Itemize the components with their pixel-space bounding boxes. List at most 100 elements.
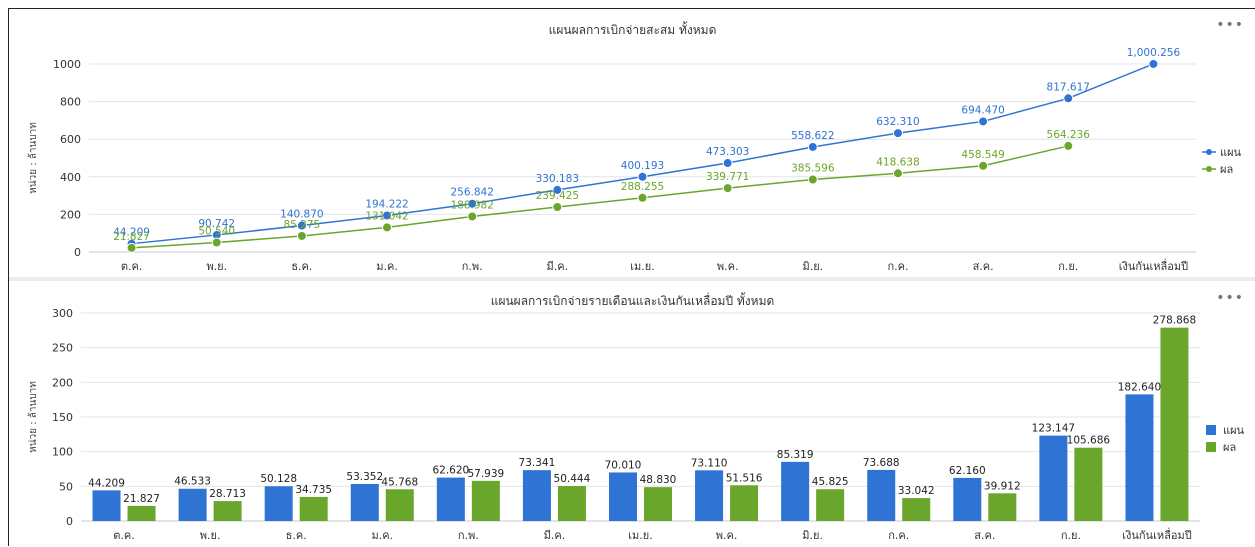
series-1-data-label: 239.425	[536, 190, 579, 202]
series-1-data-label: 564.236	[1047, 129, 1091, 141]
line-x-tick-label: ธ.ค.	[291, 260, 312, 273]
series-1-bar	[730, 485, 759, 521]
series-1-bar-label: 50.444	[554, 473, 591, 485]
series-0-point	[637, 171, 648, 182]
line-x-tick-label: มิ.ย.	[802, 260, 823, 273]
bar-x-tick-label: ต.ค.	[113, 529, 135, 542]
series-0-bar-label: 46.533	[174, 476, 211, 488]
series-0-bar	[609, 472, 637, 521]
line-legend-label: แผน	[1220, 146, 1242, 159]
bar-y-tick-label: 150	[52, 411, 73, 424]
line-y-tick-label: 1000	[53, 58, 81, 71]
series-1-point	[467, 211, 478, 222]
series-0-bar-label: 73.341	[519, 457, 556, 469]
monthly-chart-title: แผนผลการเบิกจ่ายรายเดือนและเงินกันเหลื่อ…	[490, 294, 775, 308]
series-0-bar	[92, 490, 121, 521]
series-0-data-label: 194.222	[365, 198, 408, 210]
line-x-tick-label: พ.ย.	[206, 260, 227, 273]
series-0-bar-label: 62.620	[432, 465, 469, 477]
series-0-bar	[1125, 394, 1154, 521]
series-0-data-label: 90.742	[198, 218, 235, 230]
bar-legend-swatch	[1206, 425, 1216, 435]
bar-x-tick-label: พ.ย.	[200, 529, 221, 542]
series-0-data-label: 817.617	[1047, 81, 1090, 93]
line-y-tick-label: 0	[74, 246, 81, 259]
series-1-bar	[644, 487, 672, 521]
bar-x-tick-label: ม.ค.	[371, 529, 393, 542]
series-0-point	[296, 220, 307, 231]
cumulative-chart-title: แผนผลการเบิกจ่ายสะสม ทั้งหมด	[548, 23, 717, 37]
series-0-point	[1063, 93, 1074, 104]
bar-x-tick-label: เงินกันเหลื่อมปี	[1122, 527, 1191, 542]
line-x-tick-label: ส.ค.	[973, 260, 994, 273]
bar-x-tick-label: มิ.ย.	[802, 529, 823, 542]
series-1-bar	[902, 498, 931, 521]
series-0-bar	[178, 488, 207, 521]
series-1-data-label: 85.275	[284, 219, 321, 231]
series-1-bar-label: 33.042	[898, 485, 935, 497]
series-1-bar-label: 45.768	[381, 476, 418, 488]
series-0-bar-label: 53.352	[346, 471, 383, 483]
series-0-data-label: 1,000.256	[1127, 47, 1181, 59]
line-x-tick-label: เม.ย.	[630, 260, 654, 273]
series-1-bar-label: 34.735	[295, 484, 332, 496]
series-0-bar-label: 73.110	[691, 457, 728, 469]
bar-y-tick-label: 200	[52, 376, 73, 389]
series-0-bar	[522, 470, 551, 521]
line-x-tick-label: พ.ค.	[717, 260, 739, 273]
line-x-tick-label: ต.ค.	[121, 260, 143, 273]
series-1-point	[978, 160, 989, 171]
line-y-tick-label: 600	[60, 133, 81, 146]
line-y-tick-label: 800	[60, 96, 81, 109]
series-1-bar	[816, 489, 845, 521]
series-0-point	[892, 128, 903, 139]
series-0-bar-label: 70.010	[605, 459, 642, 471]
series-1-data-label: 458.549	[961, 149, 1004, 161]
series-0-bar	[436, 477, 465, 521]
bar-y-tick-label: 50	[59, 480, 73, 493]
cumulative-chart-panel: แผนผลการเบิกจ่ายสะสม ทั้งหมด ••• 0 200 400…	[9, 9, 1255, 274]
series-0-bar	[781, 461, 810, 521]
bar-x-tick-label: ก.พ.	[458, 529, 479, 542]
series-1-bar-label: 51.516	[726, 472, 763, 484]
series-1-bar-label: 57.939	[467, 468, 504, 480]
line-y-tick-label: 400	[60, 171, 81, 184]
series-1-bar	[213, 501, 242, 521]
series-0-data-label: 400.193	[621, 160, 664, 172]
bar-y-axis-label: หน่วย : ล้านบาท	[27, 381, 39, 453]
series-0-bar	[350, 484, 379, 521]
cumulative-chart-menu-icon[interactable]: •••	[1216, 17, 1244, 33]
series-0-point	[467, 198, 478, 209]
series-1-bar	[1160, 327, 1189, 521]
line-x-tick-label: ก.ค.	[887, 260, 908, 273]
bar-x-tick-label: ธ.ค.	[286, 529, 307, 542]
series-1-bar	[988, 493, 1017, 521]
series-1-data-label: 385.596	[791, 163, 835, 175]
monthly-chart-menu-icon[interactable]: •••	[1216, 290, 1244, 306]
bar-x-tick-label: ส.ค.	[974, 529, 995, 542]
series-0-point	[807, 141, 818, 152]
series-0-bar-label: 44.209	[88, 477, 125, 489]
bar-y-tick-label: 100	[52, 446, 73, 459]
bar-x-tick-label: มี.ค.	[544, 529, 566, 542]
line-x-tick-label: เงินกันเหลื่อมปี	[1119, 258, 1188, 273]
series-1-bar	[471, 480, 500, 521]
series-0-bar	[867, 469, 896, 521]
series-0-bar	[953, 477, 982, 521]
series-0-bar	[695, 470, 724, 521]
bar-x-tick-label: เม.ย.	[628, 529, 652, 542]
series-1-point	[126, 242, 137, 253]
series-1-bar-label: 278.868	[1153, 315, 1196, 327]
series-1-bar-label: 48.830	[640, 474, 677, 486]
line-legend-marker	[1206, 149, 1212, 155]
series-1-bar-label: 39.912	[984, 480, 1021, 492]
bar-x-tick-label: ก.ย.	[1061, 529, 1081, 542]
series-0-point	[552, 184, 563, 195]
series-0-point	[722, 158, 733, 169]
series-1-data-label: 21.827	[113, 231, 150, 243]
series-0-point	[978, 116, 989, 127]
series-0-data-label: 694.470	[961, 104, 1004, 116]
line-legend-label: ผล	[1220, 163, 1233, 176]
